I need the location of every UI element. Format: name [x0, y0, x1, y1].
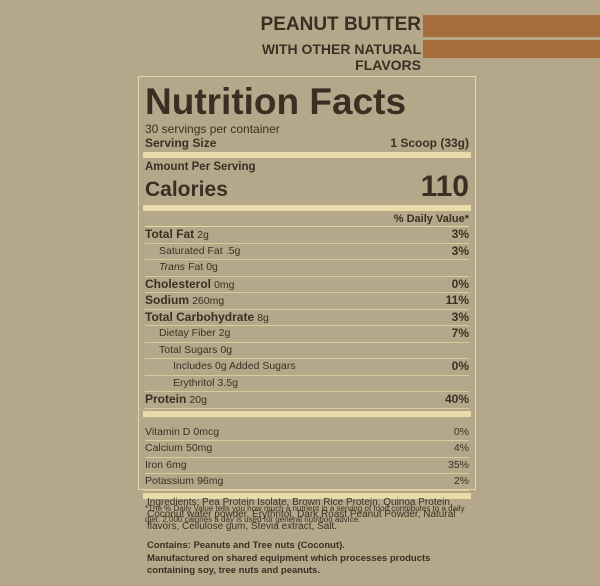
nutrient-cell: Calcium 50mg — [145, 441, 212, 457]
rule — [143, 152, 471, 158]
daily-value: 4% — [453, 442, 469, 454]
daily-value: 40% — [444, 392, 469, 406]
nutrient-amount: 50mg — [186, 442, 213, 454]
daily-value: 11% — [445, 293, 469, 307]
nutrient-row: Erythritol 3.5g — [145, 376, 469, 392]
daily-value: 35% — [447, 458, 469, 471]
nutrient-row: Protein 20g 40% — [145, 392, 469, 409]
nutrient-amount: 6mg — [166, 458, 187, 471]
nutrient-name: Saturated Fat — [159, 244, 223, 257]
nutrient-amount: 2g — [197, 229, 209, 241]
rule — [143, 410, 471, 417]
nutrient-cell: Total Fat 2g — [145, 227, 209, 243]
nutrient-name: Iron — [145, 458, 164, 471]
nutrient-amount: 8g — [257, 311, 269, 324]
daily-value-header: % Daily Value* — [145, 213, 469, 227]
calories-value: 110 — [420, 170, 469, 203]
nutrient-row: Total Fat 2g 3% — [145, 227, 469, 244]
daily-value: 0% — [451, 359, 469, 373]
nutrient-name: Potassium — [145, 475, 195, 487]
nutrient-row: Potassium 96mg 2% — [145, 474, 469, 491]
nutrient-name: Total Carbohydrate — [145, 309, 255, 324]
calories-row: Calories 110 — [145, 170, 469, 203]
nutrient-row: Cholesterol 0mg 0% — [145, 276, 469, 293]
nutrient-cell: Cholesterol 0mg — [145, 277, 235, 293]
nutrient-amount: 96mg — [197, 475, 224, 487]
nutrient-cell: Erythritol 3.5g — [145, 376, 238, 392]
nutrient-name: Trans — [159, 261, 186, 273]
daily-value: 7% — [451, 326, 469, 340]
vitamin-list: Vitamin D 0mcg 0% Calcium 50mg 4% Iron 6mg 35… — [145, 425, 469, 491]
nutrient-list: Total Fat 2g 3% Saturated Fat .5g 3% Trans F… — [145, 227, 469, 409]
nutrient-cell: Trans Fat 0g — [145, 260, 218, 276]
rule — [143, 492, 471, 499]
daily-value: 3% — [451, 309, 469, 324]
nutrient-row: Dietay Fiber 2g 7% — [145, 326, 469, 343]
nutrient-row: Trans Fat 0g — [145, 260, 469, 277]
serving-size-label: Serving Size — [145, 136, 217, 150]
nutrient-name: Total Fat — [145, 227, 195, 241]
header-bar — [423, 15, 600, 37]
nutrient-cell: Iron 6mg — [145, 458, 187, 474]
nutrient-cell: Dietay Fiber 2g — [145, 326, 230, 342]
nutrient-cell: Total Sugars 0g — [145, 343, 232, 359]
nutrient-amount: 20g — [189, 394, 207, 406]
nutrient-name: Sodium — [145, 293, 189, 307]
nutrient-row: Saturated Fat .5g 3% — [145, 243, 469, 260]
calories-label: Calories — [145, 178, 228, 201]
nutrition-label: Nutrition Facts 30 servings per containe… — [138, 76, 476, 524]
nutrient-amount: 0g — [220, 343, 233, 356]
nutrient-name: Dietay Fiber — [159, 327, 216, 339]
nutrient-row: Includes 0g Added Sugars 0% — [145, 359, 469, 376]
daily-value: 0% — [451, 276, 469, 291]
daily-value: 2% — [453, 475, 469, 487]
daily-value: 0% — [453, 425, 469, 438]
nutrient-cell: Total Carbohydrate 8g — [145, 310, 269, 326]
nutrient-name: Erythritol — [173, 376, 215, 389]
nutrient-name: Includes 0g Added Sugars — [173, 360, 296, 372]
nutrient-amount: .5g — [225, 244, 241, 257]
label-title: Nutrition Facts — [145, 81, 407, 122]
nutrient-cell: Saturated Fat .5g — [145, 244, 240, 260]
nutrient-name: Total Sugars — [159, 343, 218, 356]
rule — [143, 205, 471, 211]
daily-value: 3% — [451, 243, 469, 258]
header-bar — [423, 40, 600, 58]
nutrient-row: Iron 6mg 35% — [145, 458, 469, 474]
nutrient-cell: Includes 0g Added Sugars — [145, 359, 296, 375]
nutrient-cell: Protein 20g — [145, 392, 207, 408]
contains: Contains: Peanuts and Tree nuts (Coconut… — [147, 540, 345, 551]
footnote: *The % Daily Value tells you how much a … — [145, 503, 465, 524]
nutrient-name: Cholesterol — [145, 276, 212, 291]
nutrient-row: Sodium 260mg 11% — [145, 293, 469, 310]
nutrient-amount: 0mcg — [193, 425, 220, 438]
daily-value: 3% — [451, 227, 469, 241]
servings: 30 servings per container — [145, 122, 280, 136]
nutrient-amount: 2g — [218, 327, 231, 339]
nutrient-cell: Sodium 260mg — [145, 293, 224, 309]
product-title: PEANUT BUTTER — [260, 14, 421, 35]
nutrient-cell: Potassium 96mg — [145, 474, 223, 490]
nutrient-row: Calcium 50mg 4% — [145, 441, 469, 458]
amount-per-serving: Amount Per Serving — [145, 161, 256, 173]
ingredients: Ingredients: Pea Protein Isolate, Brown … — [147, 497, 456, 532]
nutrient-cell: Vitamin D 0mcg — [145, 425, 219, 441]
nutrient-row: Vitamin D 0mcg 0% — [145, 425, 469, 441]
nutrient-amount: Fat 0g — [188, 261, 218, 273]
nutrient-amount: 260mg — [192, 295, 225, 307]
manufactured: Manufactured on shared equipment which p… — [147, 553, 431, 576]
serving-size-value: 1 Scoop (33g) — [390, 136, 469, 150]
nutrient-name: Calcium — [145, 442, 183, 454]
nutrient-name: Protein — [145, 392, 187, 406]
product-subtitle: WITH OTHER NATURAL FLAVORS — [261, 41, 421, 73]
nutrient-amount: 3.5g — [217, 376, 238, 389]
nutrient-row: Total Sugars 0g — [145, 343, 469, 359]
nutrient-row: Total Carbohydrate 8g 3% — [145, 309, 469, 326]
nutrient-amount: 0mg — [214, 278, 235, 291]
serving-size: Serving Size 1 Scoop (33g) — [145, 136, 469, 150]
nutrient-name: Vitamin D — [145, 425, 191, 438]
